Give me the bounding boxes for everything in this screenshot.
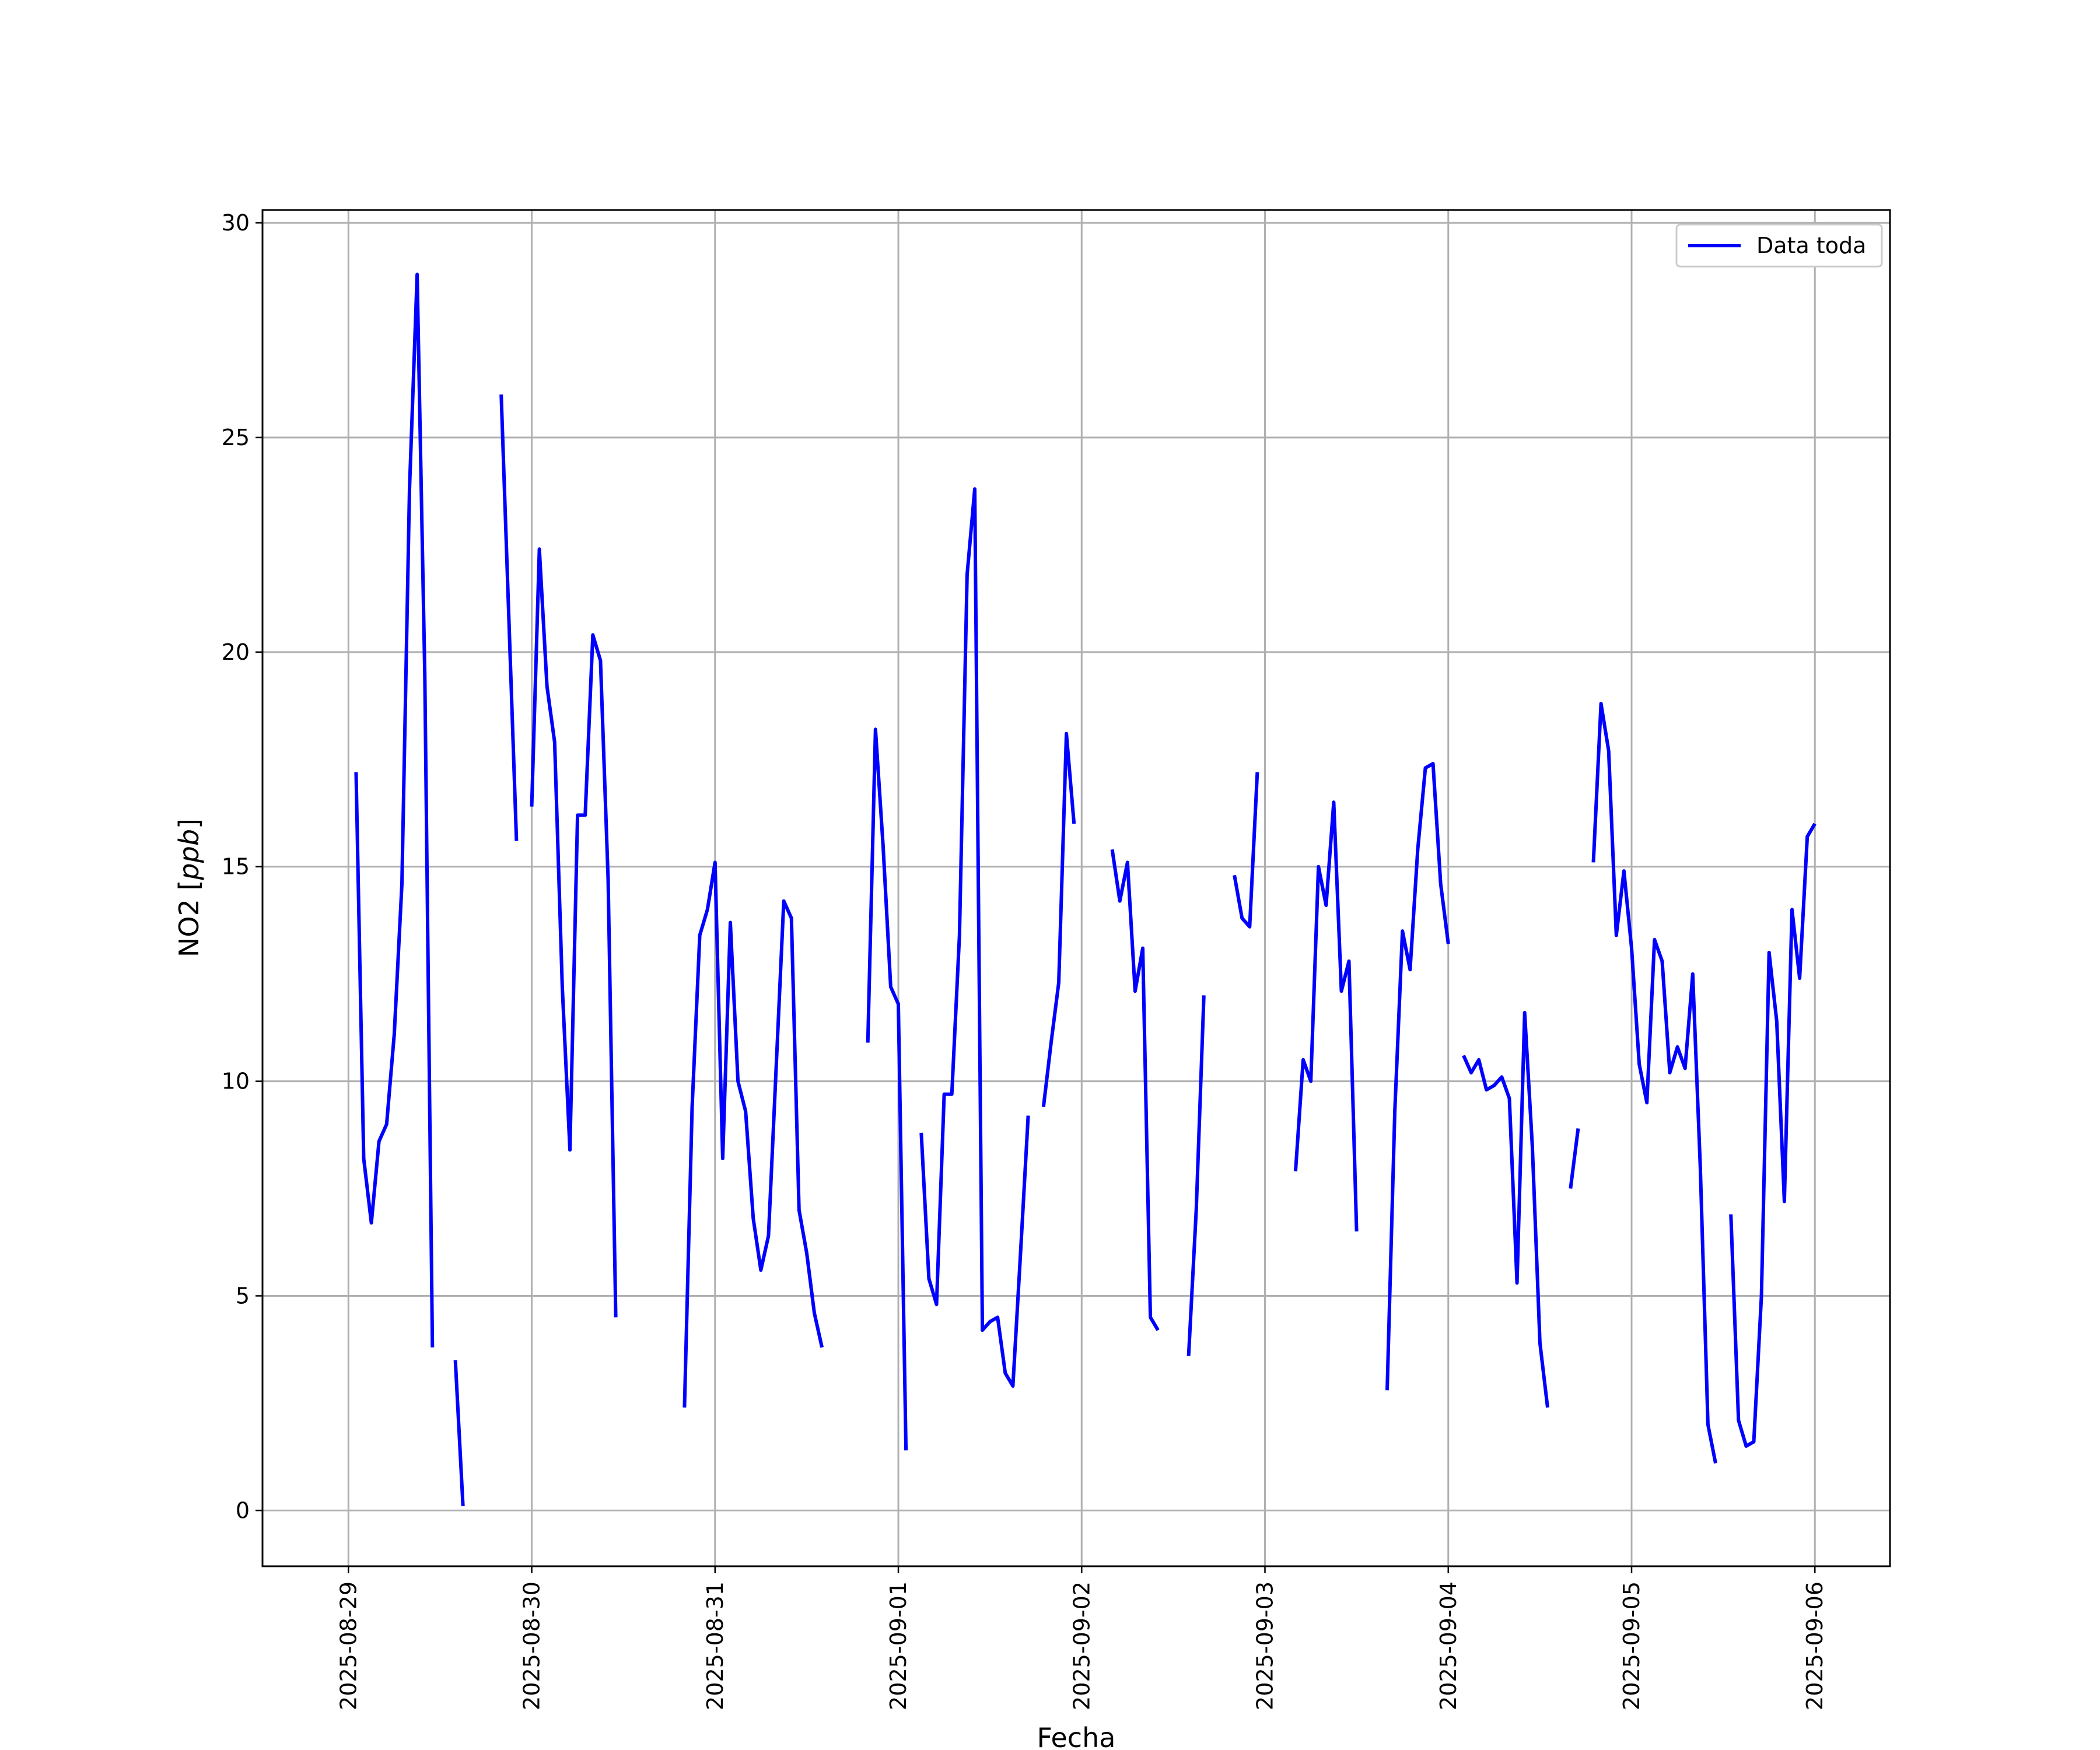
x-axis-label: Fecha <box>1037 1722 1116 1750</box>
series-segment-data-toda <box>453 1360 465 1507</box>
series-segment-data-toda <box>1569 1128 1580 1189</box>
series-segment-data-toda <box>866 727 908 1451</box>
legend-label-data-toda: Data toda <box>1756 233 1866 258</box>
x-tick-label: 2025-09-05 <box>1619 1581 1644 1710</box>
series-segment-data-toda <box>1233 772 1259 929</box>
series-segment-data-toda <box>1041 732 1076 1108</box>
series-segment-data-toda <box>1186 995 1206 1356</box>
series-segment-data-toda <box>1591 702 1717 1464</box>
x-tick-label: 2025-09-02 <box>1069 1581 1094 1710</box>
x-tick-label: 2025-09-01 <box>886 1581 911 1710</box>
series-segment-data-toda <box>354 272 435 1348</box>
y-tick-label: 20 <box>222 639 250 665</box>
legend: Data toda <box>1675 223 1883 268</box>
y-tick-label: 5 <box>236 1283 250 1308</box>
plot-area-frame <box>261 209 1891 1567</box>
y-axis-label: NO2 [ppb] <box>173 818 205 957</box>
series-segment-data-toda <box>530 547 618 1318</box>
x-tick-label: 2025-09-03 <box>1252 1581 1278 1710</box>
x-tick-label: 2025-09-06 <box>1802 1581 1828 1710</box>
x-tick-label: 2025-09-04 <box>1436 1581 1461 1710</box>
y-tick-label: 10 <box>222 1069 250 1094</box>
series-segment-data-toda <box>1462 1010 1549 1408</box>
series-segment-data-toda <box>1293 800 1359 1232</box>
x-tick-label: 2025-08-30 <box>519 1581 545 1710</box>
y-tick-label: 30 <box>222 210 250 236</box>
series-segment-data-toda <box>1110 849 1160 1331</box>
y-tick-label: 0 <box>236 1497 250 1523</box>
series-segment-data-toda <box>919 487 1030 1388</box>
series-segment-data-toda <box>499 394 519 841</box>
grid-lines <box>262 210 1890 1566</box>
series-segment-data-toda <box>1385 762 1450 1391</box>
series-segment-data-toda <box>682 860 824 1408</box>
series-lines <box>354 272 1817 1507</box>
y-tick-label: 25 <box>222 425 250 450</box>
axis-ticks: 0 5 10 15 20 25 30 2025-08-29 2025-08-30 2025-08-… <box>222 210 1828 1710</box>
legend-box <box>1675 223 1883 268</box>
y-tick-label: 15 <box>222 854 250 880</box>
series-segment-data-toda <box>1729 822 1817 1448</box>
x-tick-label: 2025-08-29 <box>335 1581 361 1710</box>
x-tick-label: 2025-08-31 <box>702 1581 728 1710</box>
